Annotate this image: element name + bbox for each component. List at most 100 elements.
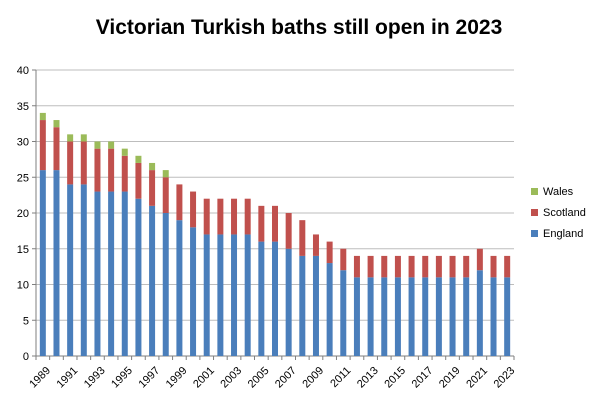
legend-swatch-england [531,230,538,237]
x-tick-label: 2001 [191,365,217,391]
bar-england-1999 [176,220,183,356]
bar-england-2008 [299,255,306,356]
bar-england-1992 [80,184,87,356]
bar-scotland-2021 [476,248,483,271]
bar-scotland-2000 [190,191,197,228]
bar-england-2014 [381,277,388,356]
legend-label-scotland: Scotland [543,207,586,219]
x-tick-label: 2019 [437,365,463,391]
bar-scotland-2006 [272,205,278,242]
bar-wales-1995 [121,148,128,156]
bar-scotland-1999 [176,184,183,221]
bar-england-2017 [422,277,429,356]
bar-scotland-2008 [299,220,306,256]
x-tick-label: 2007 [273,365,299,391]
bar-wales-1998 [162,170,169,178]
bar-england-2000 [190,227,197,356]
bar-scotland-2013 [367,255,374,278]
bar-england-2023 [504,277,511,356]
bar-england-2021 [476,270,483,356]
bar-england-2018 [435,277,442,356]
bar-england-1989 [39,170,46,356]
bar-scotland-1989 [39,120,46,171]
bar-england-2001 [203,234,210,356]
bar-england-1996 [135,198,142,356]
bar-england-2005 [258,241,265,356]
bar-scotland-1996 [135,162,142,199]
bar-scotland-2011 [340,248,347,271]
y-tick-label: 15 [17,244,29,256]
bar-scotland-2012 [353,255,360,278]
x-tick-label: 1989 [27,365,53,391]
legend-label-wales: Wales [543,186,574,198]
bar-wales-1991 [67,134,74,142]
y-tick-label: 30 [17,137,29,149]
bar-wales-1996 [135,155,142,163]
bar-england-2020 [463,277,470,356]
bar-scotland-2018 [435,255,442,278]
bar-scotland-2003 [231,198,238,235]
x-tick-label: 2009 [300,365,326,391]
x-tick-label: 1991 [55,365,81,391]
bar-scotland-2022 [490,255,497,278]
bar-england-2022 [490,277,497,356]
bar-wales-1993 [94,141,101,149]
x-tick-label: 1999 [164,365,190,391]
legend-swatch-scotland [531,209,538,216]
bar-scotland-2010 [326,241,333,264]
x-tick-label: 1995 [109,365,135,391]
bar-scotland-1990 [53,127,60,171]
bar-england-1994 [108,191,115,356]
bar-england-2019 [449,277,456,356]
bar-england-1995 [121,191,128,356]
x-tick-label: 2013 [355,365,381,391]
x-tick-label: 2011 [328,365,353,390]
bar-scotland-1995 [121,155,128,192]
bar-scotland-2002 [217,198,224,235]
bar-scotland-2014 [381,255,388,278]
x-tick-label: 1997 [137,365,163,391]
x-tick-label: 2023 [492,365,518,391]
bar-scotland-2016 [408,255,415,278]
bar-england-1998 [162,213,169,356]
bar-scotland-1991 [67,141,74,185]
bar-scotland-2017 [422,255,429,278]
bar-scotland-1997 [149,170,156,206]
x-tick-label: 2015 [382,365,408,391]
bar-england-2007 [285,248,292,356]
bar-scotland-2020 [463,255,470,278]
bar-scotland-2005 [258,205,265,242]
y-tick-label: 25 [17,172,29,184]
bar-scotland-2007 [285,213,292,249]
bar-england-2004 [244,234,251,356]
bar-england-1997 [149,205,156,356]
x-tick-label: 2005 [246,365,272,391]
bar-scotland-1994 [108,148,115,192]
bar-scotland-2009 [312,234,319,256]
bar-scotland-2001 [203,198,210,235]
x-tick-label: 2021 [464,365,490,391]
bar-england-2012 [353,277,360,356]
bar-scotland-1998 [162,177,169,213]
bar-england-2013 [367,277,374,356]
bar-wales-1994 [108,141,115,149]
bar-england-2009 [312,255,319,356]
y-tick-label: 40 [17,65,29,77]
bar-england-2015 [394,277,401,356]
bar-england-2016 [408,277,415,356]
y-tick-label: 20 [17,208,29,220]
bar-wales-1997 [149,162,156,171]
x-tick-label: 1993 [82,365,108,391]
bar-scotland-2004 [244,198,251,235]
bar-wales-1989 [39,112,46,121]
bar-scotland-1992 [80,141,87,185]
legend-label-england: England [543,228,583,240]
bar-scotland-2015 [394,255,401,278]
chart-title: Victorian Turkish baths still open in 20… [95,16,503,39]
y-tick-label: 0 [23,351,29,363]
bar-england-2011 [340,270,347,356]
bar-england-1990 [53,170,60,356]
bar-wales-1990 [53,120,60,128]
x-tick-label: 2003 [218,365,244,391]
bar-england-2010 [326,263,333,356]
